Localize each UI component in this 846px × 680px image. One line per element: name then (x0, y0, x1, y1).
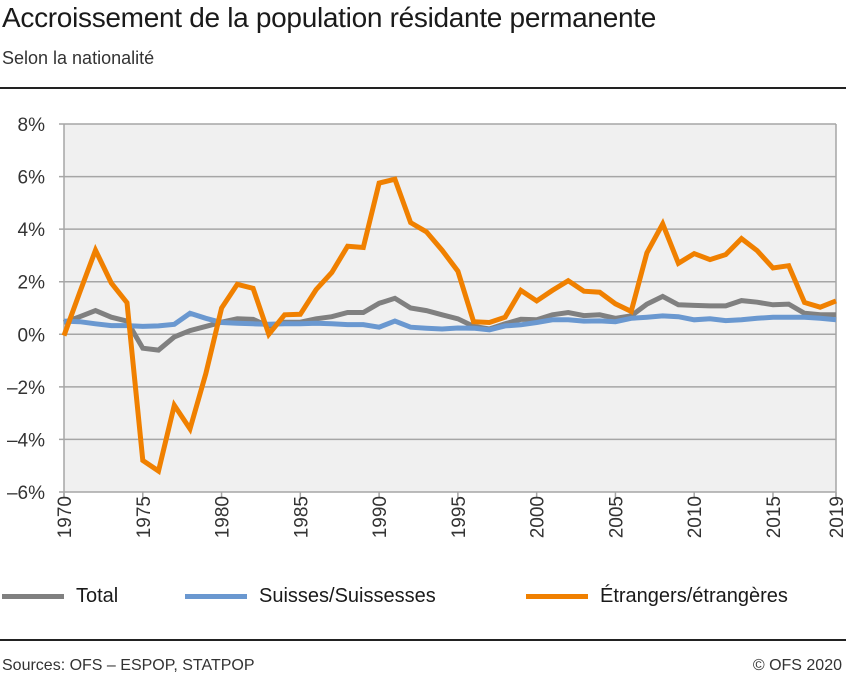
x-tick-label: 2019 (827, 496, 846, 538)
x-tick-label: 1995 (449, 496, 470, 538)
y-tick-label: –2% (7, 378, 45, 399)
x-tick-label: 1985 (291, 496, 312, 538)
series-line-suisses-suissesses (63, 310, 837, 333)
legend-label-swiss: Suisses/Suissesses (259, 585, 436, 607)
line-chart: –6% –4% –2% 0% 2% 4% 6% 8% 1970 1975 1980 1985 1990 1… (7, 115, 846, 538)
y-tick-label: 0% (18, 325, 46, 346)
legend-swatch-swiss (185, 594, 247, 599)
legend-swatch-total (2, 594, 64, 599)
legend-swatch-foreigners (526, 594, 588, 599)
series-line-total (63, 293, 836, 353)
x-tick-label: 1990 (370, 496, 391, 538)
top-divider (0, 87, 846, 89)
x-tick-label: 2010 (685, 496, 706, 538)
legend-item-total: Total (2, 585, 118, 608)
series-line--trangers-trang-res (61, 176, 837, 476)
copyright-note: © OFS 2020 (752, 657, 842, 674)
legend-item-swiss: Suisses/Suissesses (185, 585, 436, 608)
y-tick-label: –4% (7, 430, 45, 451)
chart-subtitle: Selon la nationalité (2, 48, 155, 68)
legend-item-foreigners: Étrangers/étrangères (526, 585, 788, 608)
sources-note: Sources: OFS – ESPOP, STATPOP (2, 657, 255, 674)
legend: Total Suisses/Suissesses Étrangers/étran… (0, 585, 846, 611)
y-tick-label: 8% (18, 115, 46, 136)
legend-label-foreigners: Étrangers/étrangères (600, 585, 788, 607)
x-tick-label: 1975 (134, 496, 155, 538)
chart-title: Accroissement de la population résidante… (2, 2, 656, 33)
y-tick-label: 4% (18, 220, 46, 241)
bottom-divider (0, 639, 846, 641)
x-tick-label: 2000 (528, 496, 549, 538)
y-tick-label: 2% (18, 273, 46, 294)
y-tick-label: 6% (18, 168, 46, 189)
x-tick-label: 2015 (764, 496, 785, 538)
x-tick-label: 1980 (213, 496, 234, 538)
x-tick-label: 1970 (55, 496, 76, 538)
x-tick-label: 2005 (606, 496, 627, 538)
legend-label-total: Total (76, 585, 119, 607)
y-tick-label: –6% (7, 483, 45, 504)
